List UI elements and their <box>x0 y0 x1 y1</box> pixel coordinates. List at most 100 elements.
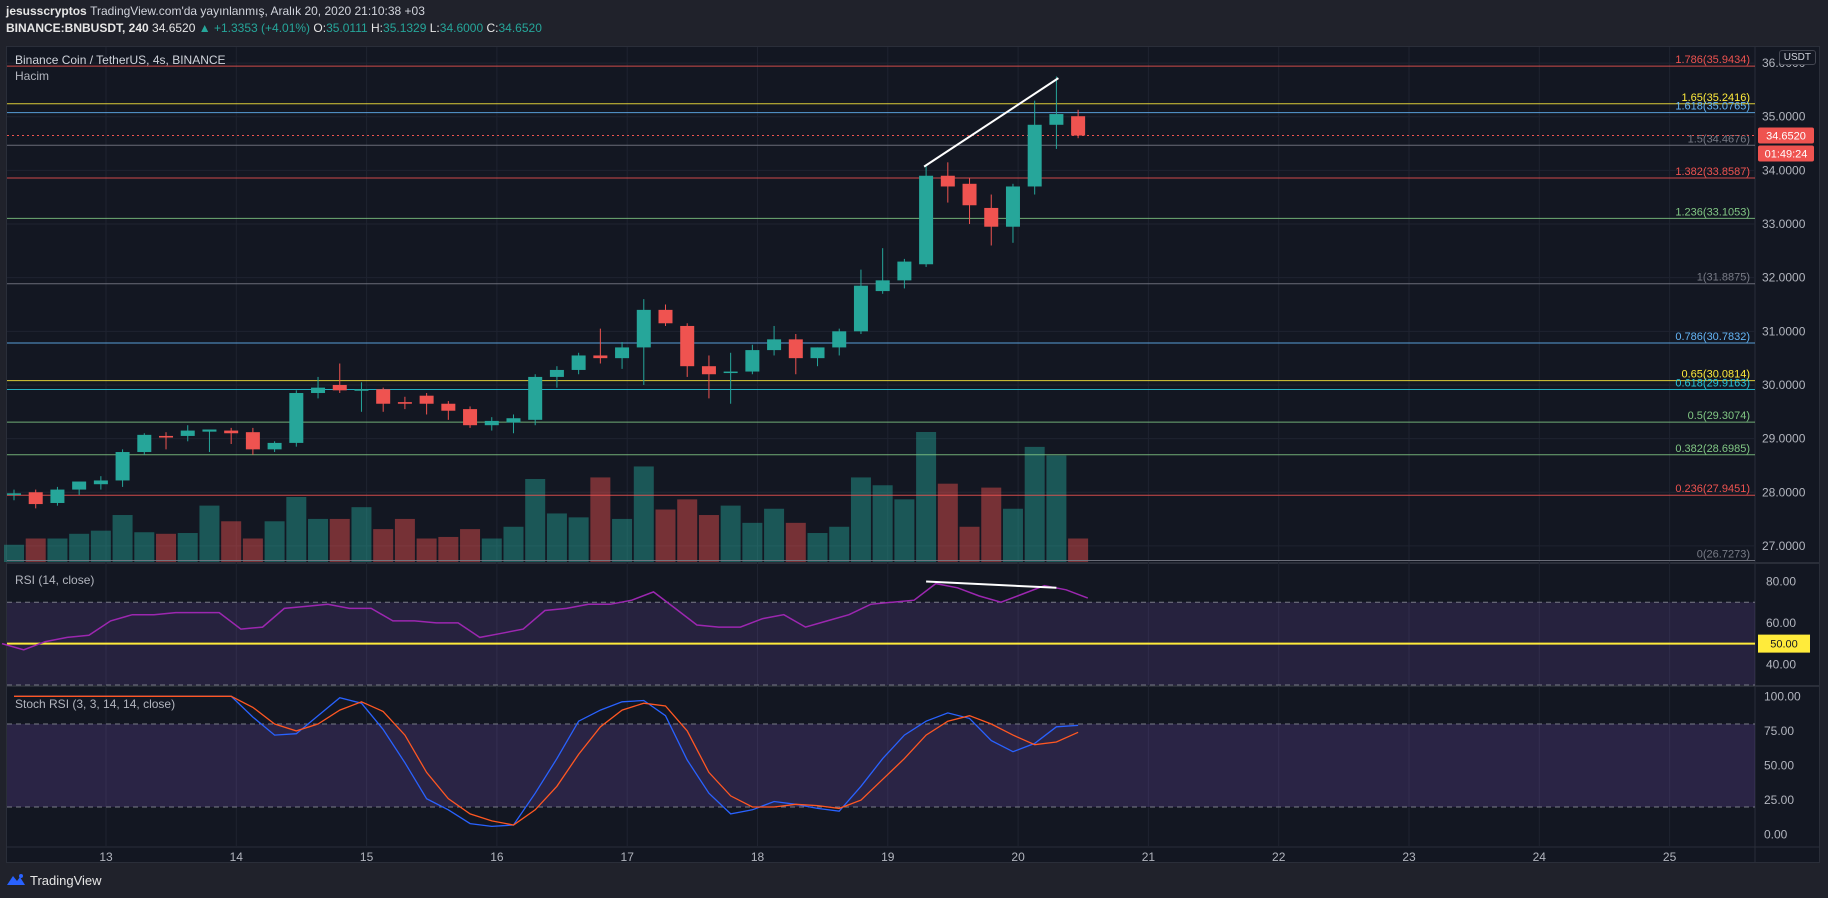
volume-bar <box>872 485 893 562</box>
volume-bar <box>764 508 785 562</box>
fib-level-label: 0.382(28.6985) <box>1675 443 1750 455</box>
volume-bar <box>286 497 307 562</box>
candle-body <box>897 261 912 281</box>
brand-name: TradingView <box>30 872 102 888</box>
volume-bar <box>655 509 676 562</box>
volume-bar <box>90 530 111 562</box>
volume-bar <box>69 533 90 562</box>
candle-body <box>1049 114 1064 125</box>
candle-body <box>50 489 65 503</box>
candle-body <box>615 347 630 359</box>
high-label: H: <box>371 21 384 35</box>
fib-level-label: 0.5(29.3074) <box>1688 410 1750 422</box>
volume-bar <box>221 521 242 562</box>
candle-body <box>115 452 130 481</box>
candle-body <box>832 331 847 348</box>
symbol-info: BINANCE:BNBUSDT, 240 <box>6 21 149 35</box>
volume-bar <box>112 515 133 562</box>
candle-body <box>636 309 651 348</box>
candle-body <box>463 409 478 426</box>
candle-timer-tag: 01:49:24 <box>1765 149 1808 161</box>
volume-bar <box>894 499 915 562</box>
fib-level-label: 1(31.8875) <box>1697 272 1750 284</box>
fib-level-label: 1.786(35.9434) <box>1675 54 1750 66</box>
time-tick-label: 17 <box>621 850 635 864</box>
high-value: 35.1329 <box>383 21 427 35</box>
author-name[interactable]: jesusscryptos <box>6 4 87 18</box>
candle-body <box>1005 186 1020 227</box>
price-tick-label: 32.0000 <box>1762 271 1806 285</box>
volume-bar <box>503 526 524 562</box>
volume-bar <box>1068 538 1089 562</box>
volume-bar <box>937 483 958 562</box>
volume-bar <box>416 538 437 562</box>
candle-body <box>788 339 803 359</box>
candle-body <box>875 280 890 292</box>
volume-bar <box>612 518 633 562</box>
volume-bar <box>959 526 980 562</box>
volume-bar <box>481 538 502 562</box>
volume-bar <box>829 526 850 562</box>
stoch-tick-label: 75.00 <box>1764 724 1794 738</box>
fib-level-label: 1.65(35.2416) <box>1682 92 1751 104</box>
time-tick-label: 23 <box>1402 850 1416 864</box>
price-tick-label: 33.0000 <box>1762 217 1806 231</box>
currency-button[interactable]: USDT <box>1778 50 1816 65</box>
candle-body <box>528 376 543 420</box>
price-change: ▲ +1.3353 (+4.01%) <box>198 21 311 35</box>
candle-body <box>376 389 391 404</box>
rsi-level-tag: 50.00 <box>1770 639 1798 651</box>
candle-body <box>1027 124 1042 187</box>
volume-bar <box>329 518 350 562</box>
candle-body <box>7 493 21 495</box>
fib-level-label: 0.786(30.7832) <box>1675 331 1750 343</box>
candle-body <box>441 403 456 411</box>
candle-body <box>267 442 282 450</box>
candle-body <box>767 339 782 351</box>
candle-body <box>137 434 152 453</box>
fib-level-label: 1.5(34.4676) <box>1688 133 1750 145</box>
candle-body <box>658 309 673 324</box>
time-tick-label: 16 <box>490 850 504 864</box>
time-tick-label: 15 <box>360 850 374 864</box>
volume-bar <box>1046 455 1067 562</box>
price-tick-label: 28.0000 <box>1762 485 1806 499</box>
candle-body <box>701 366 716 375</box>
rsi-level-tag-bg <box>1758 634 1810 653</box>
volume-bar <box>177 533 198 562</box>
candle-body <box>1071 116 1086 136</box>
candle-body <box>549 369 564 377</box>
candle-body <box>245 432 260 450</box>
candle-body <box>484 420 499 426</box>
volume-bar <box>4 544 24 562</box>
stoch-tick-label: 100.00 <box>1764 689 1801 703</box>
volume-bar <box>308 518 329 562</box>
publish-info: TradingView.com'da yayınlanmış, Aralık 2… <box>90 4 425 18</box>
time-tick-label: 21 <box>1142 850 1156 864</box>
volume-bar <box>351 507 372 562</box>
candle-body <box>180 430 195 436</box>
candle-body <box>723 371 738 374</box>
candle-body <box>962 183 977 206</box>
last-price: 34.6520 <box>152 21 196 35</box>
candle-body <box>159 435 174 438</box>
time-tick-label: 18 <box>751 850 765 864</box>
footer: TradingView <box>6 869 102 891</box>
close-value: 34.6520 <box>498 21 542 35</box>
open-value: 35.0111 <box>326 21 368 35</box>
fib-level-label: 0.236(27.9451) <box>1675 483 1750 495</box>
rsi-tick-label: 60.00 <box>1766 616 1796 630</box>
candle-body <box>571 355 586 370</box>
volume-bar <box>373 529 394 562</box>
volume-bar <box>47 538 68 562</box>
symbol-header: BINANCE:BNBUSDT, 240 34.6520 ▲ +1.3353 (… <box>6 21 542 35</box>
candle-body <box>397 402 412 404</box>
volume-bar <box>525 478 546 562</box>
volume-bar <box>1024 446 1045 562</box>
candle-body <box>93 480 108 485</box>
low-label: L: <box>429 21 440 35</box>
volume-bar <box>742 522 763 562</box>
volume-bar <box>568 517 589 562</box>
current-price-tag-bg <box>1758 127 1814 144</box>
